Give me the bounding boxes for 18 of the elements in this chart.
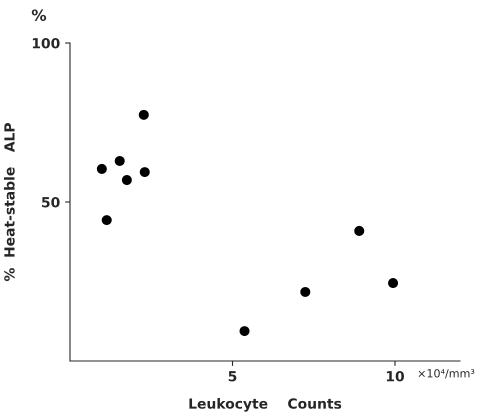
text: % (32, 9, 46, 21)
point (239, 326, 250, 336)
point (140, 167, 150, 178)
point (138, 110, 149, 120)
x-tick-label: 5 (228, 371, 236, 382)
point (388, 278, 398, 288)
point (114, 156, 125, 166)
x-tick-label: 10 (386, 370, 404, 382)
point (354, 226, 364, 236)
text: ×10⁴/mm³ (418, 369, 474, 378)
y-tick-label: 50 (42, 196, 60, 208)
point (300, 286, 310, 298)
point (122, 175, 132, 186)
point (96, 164, 107, 174)
y-axis-title: % Heat-stable ALP (4, 123, 15, 282)
y-tick-label: 100 (32, 38, 60, 48)
x-axis-title: Leukocyte Counts (189, 398, 342, 412)
point (102, 215, 112, 226)
